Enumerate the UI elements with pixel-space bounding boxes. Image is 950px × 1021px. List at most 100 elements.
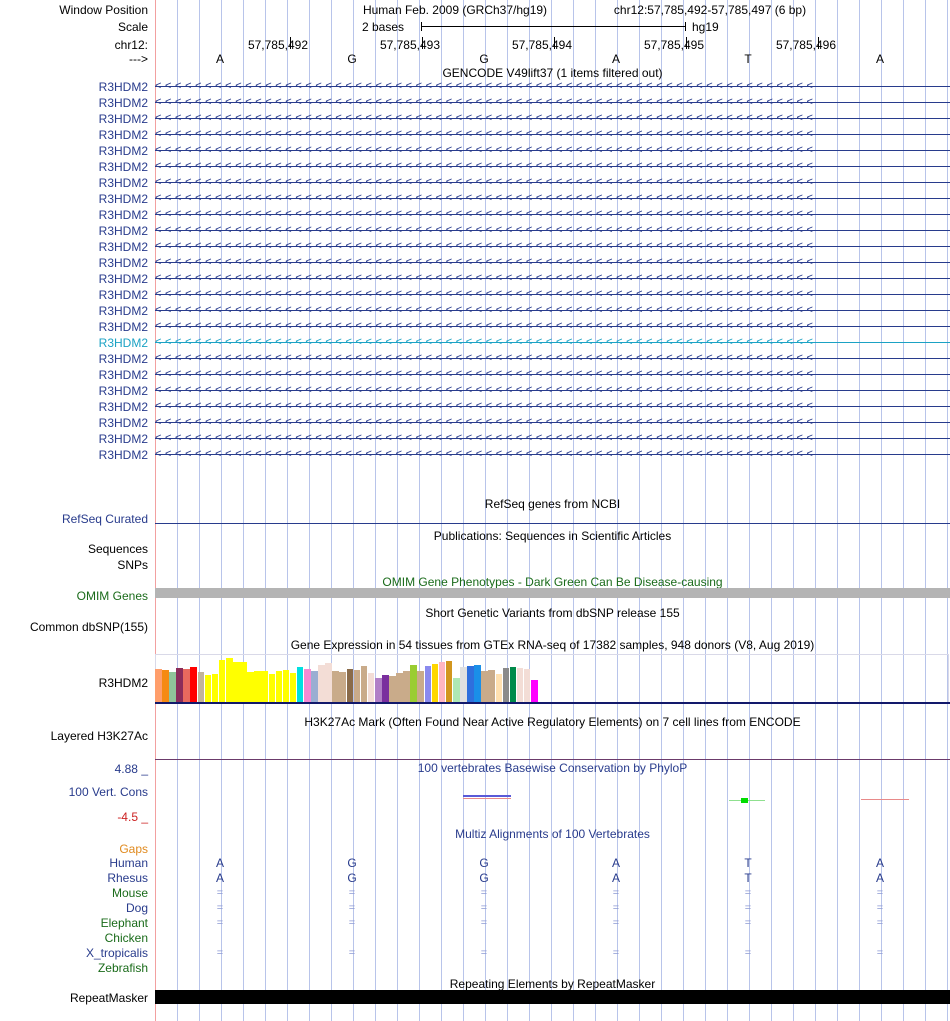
multiz-species-label[interactable]: Zebrafish — [97, 961, 148, 975]
gencode-transcript-row[interactable]: R3HDM2 <<<<<<<<<<<<<<<<<<<<<<<<<<<<<<<<<<… — [99, 240, 950, 253]
gencode-transcript-row[interactable]: R3HDM2 <<<<<<<<<<<<<<<<<<<<<<<<<<<<<<<<<<… — [99, 112, 950, 125]
gtex-tissue-bar[interactable] — [460, 667, 467, 703]
gencode-gene-label[interactable]: R3HDM2 — [98, 336, 148, 350]
gencode-gene-label[interactable]: R3HDM2 — [98, 320, 148, 334]
gencode-transcript-row[interactable]: R3HDM2 <<<<<<<<<<<<<<<<<<<<<<<<<<<<<<<<<<… — [99, 352, 950, 365]
publications-sequences-label[interactable]: Sequences — [87, 542, 148, 556]
gencode-transcript-row[interactable]: R3HDM2 <<<<<<<<<<<<<<<<<<<<<<<<<<<<<<<<<<… — [99, 176, 950, 189]
gtex-tissue-bar[interactable] — [254, 671, 261, 703]
gtex-tissue-bar[interactable] — [155, 669, 162, 703]
gtex-tissue-bar[interactable] — [303, 669, 311, 703]
omim-track-label[interactable]: OMIM Genes — [76, 589, 148, 603]
gtex-tissue-bar[interactable] — [431, 664, 439, 703]
gtex-tissue-bar[interactable] — [225, 658, 233, 703]
gtex-tissue-bar[interactable] — [261, 671, 268, 703]
gencode-transcript-row[interactable]: R3HDM2 <<<<<<<<<<<<<<<<<<<<<<<<<<<<<<<<<<… — [99, 448, 950, 461]
gencode-transcript-row[interactable]: R3HDM2 <<<<<<<<<<<<<<<<<<<<<<<<<<<<<<<<<<… — [99, 336, 950, 349]
gencode-transcript-row[interactable]: R3HDM2 <<<<<<<<<<<<<<<<<<<<<<<<<<<<<<<<<<… — [99, 208, 950, 221]
gtex-tissue-bar[interactable] — [530, 680, 538, 703]
gtex-tissue-bar[interactable] — [275, 671, 283, 703]
gencode-gene-label[interactable]: R3HDM2 — [98, 240, 148, 254]
gtex-tissue-bar[interactable] — [367, 673, 375, 703]
gencode-gene-label[interactable]: R3HDM2 — [98, 192, 148, 206]
gencode-gene-label[interactable]: R3HDM2 — [98, 256, 148, 270]
gencode-transcript-row[interactable]: R3HDM2 <<<<<<<<<<<<<<<<<<<<<<<<<<<<<<<<<<… — [99, 432, 950, 445]
gencode-gene-label[interactable]: R3HDM2 — [98, 144, 148, 158]
repeatmasker-track-label[interactable]: RepeatMasker — [69, 991, 148, 1005]
gtex-tissue-bar[interactable] — [190, 667, 198, 703]
gtex-tissue-bar[interactable] — [211, 674, 219, 703]
multiz-species-label[interactable]: Mouse — [111, 886, 148, 900]
gencode-transcript-row[interactable]: R3HDM2 <<<<<<<<<<<<<<<<<<<<<<<<<<<<<<<<<<… — [99, 224, 950, 237]
multiz-gaps-label[interactable]: Gaps — [119, 842, 148, 856]
gtex-tissue-bar[interactable] — [396, 673, 403, 703]
gencode-gene-label[interactable]: R3HDM2 — [98, 288, 148, 302]
gtex-tissue-bar[interactable] — [162, 670, 169, 703]
conservation-mark-negative-2[interactable] — [861, 799, 909, 800]
gtex-tissue-bar[interactable] — [282, 670, 290, 703]
gencode-gene-label[interactable]: R3HDM2 — [98, 400, 148, 414]
gencode-transcript-row[interactable]: R3HDM2 <<<<<<<<<<<<<<<<<<<<<<<<<<<<<<<<<<… — [99, 400, 950, 413]
gtex-tissue-bar[interactable] — [516, 668, 524, 703]
gencode-gene-label[interactable]: R3HDM2 — [98, 160, 148, 174]
multiz-species-label[interactable]: Dog — [125, 901, 148, 915]
conservation-track-label[interactable]: 100 Vert. Cons — [68, 785, 148, 799]
gencode-gene-label[interactable]: R3HDM2 — [98, 416, 148, 430]
gencode-gene-label[interactable]: R3HDM2 — [98, 384, 148, 398]
multiz-species-label[interactable]: X_tropicalis — [85, 946, 148, 960]
h3k27ac-track-label[interactable]: Layered H3K27Ac — [50, 729, 148, 743]
gencode-gene-label[interactable]: R3HDM2 — [98, 112, 148, 126]
gencode-transcript-row[interactable]: R3HDM2 <<<<<<<<<<<<<<<<<<<<<<<<<<<<<<<<<<… — [99, 80, 950, 93]
gtex-tissue-bar[interactable] — [502, 668, 510, 703]
gtex-tissue-bar[interactable] — [374, 678, 382, 703]
gtex-tissue-bar[interactable] — [346, 669, 354, 703]
gtex-tissue-bar[interactable] — [169, 672, 176, 703]
gtex-tissue-bar[interactable] — [240, 662, 247, 703]
gtex-tissue-bar[interactable] — [318, 665, 325, 703]
gtex-tissue-bar[interactable] — [353, 670, 361, 703]
gencode-gene-label[interactable]: R3HDM2 — [98, 352, 148, 366]
gtex-tissue-bar[interactable] — [360, 666, 368, 703]
publications-snps-label[interactable]: SNPs — [117, 558, 148, 572]
gtex-tissue-bar[interactable] — [417, 671, 425, 703]
gencode-gene-label[interactable]: R3HDM2 — [98, 304, 148, 318]
gtex-tissue-bar[interactable] — [311, 671, 318, 703]
gencode-gene-label[interactable]: R3HDM2 — [98, 432, 148, 446]
refseq-track-label[interactable]: RefSeq Curated — [0, 513, 148, 525]
conservation-mark-positive-2[interactable] — [741, 798, 748, 803]
gtex-tissue-bar[interactable] — [289, 673, 297, 703]
gencode-gene-label[interactable]: R3HDM2 — [98, 176, 148, 190]
omim-feature-bar[interactable] — [155, 588, 950, 598]
gencode-gene-label[interactable]: R3HDM2 — [98, 80, 148, 94]
gtex-track-label[interactable]: R3HDM2 — [98, 676, 148, 690]
gencode-transcript-row[interactable]: R3HDM2 <<<<<<<<<<<<<<<<<<<<<<<<<<<<<<<<<<… — [99, 384, 950, 397]
gtex-tissue-bar[interactable] — [481, 671, 488, 703]
gencode-gene-label[interactable]: R3HDM2 — [98, 128, 148, 142]
gtex-tissue-bar[interactable] — [247, 672, 254, 703]
gencode-gene-label[interactable]: R3HDM2 — [98, 96, 148, 110]
gencode-transcript-row[interactable]: R3HDM2 <<<<<<<<<<<<<<<<<<<<<<<<<<<<<<<<<<… — [99, 256, 950, 269]
gencode-transcript-row[interactable]: R3HDM2 <<<<<<<<<<<<<<<<<<<<<<<<<<<<<<<<<<… — [99, 368, 950, 381]
repeatmasker-feature-bar[interactable] — [155, 990, 950, 1004]
gencode-transcript-row[interactable]: R3HDM2 <<<<<<<<<<<<<<<<<<<<<<<<<<<<<<<<<<… — [99, 320, 950, 333]
multiz-species-label[interactable]: Human — [109, 856, 148, 870]
gencode-gene-label[interactable]: R3HDM2 — [98, 272, 148, 286]
gtex-tissue-bar[interactable] — [509, 667, 517, 703]
gtex-tissue-bar[interactable] — [488, 670, 495, 703]
gencode-transcript-row[interactable]: R3HDM2 <<<<<<<<<<<<<<<<<<<<<<<<<<<<<<<<<<… — [99, 416, 950, 429]
gencode-gene-label[interactable]: R3HDM2 — [98, 224, 148, 238]
gencode-transcript-row[interactable]: R3HDM2 <<<<<<<<<<<<<<<<<<<<<<<<<<<<<<<<<<… — [99, 160, 950, 173]
gtex-tissue-bar[interactable] — [424, 666, 432, 703]
gencode-gene-label[interactable]: R3HDM2 — [98, 208, 148, 222]
gencode-transcript-row[interactable]: R3HDM2 <<<<<<<<<<<<<<<<<<<<<<<<<<<<<<<<<<… — [99, 304, 950, 317]
gtex-tissue-bar[interactable] — [268, 674, 276, 703]
gtex-tissue-bar[interactable] — [382, 675, 389, 703]
multiz-species-label[interactable]: Chicken — [104, 931, 148, 945]
gencode-transcript-row[interactable]: R3HDM2 <<<<<<<<<<<<<<<<<<<<<<<<<<<<<<<<<<… — [99, 288, 950, 301]
gtex-tissue-bar[interactable] — [325, 663, 332, 703]
gtex-tissue-bar[interactable] — [183, 669, 190, 703]
gtex-tissue-bar[interactable] — [176, 668, 183, 703]
gtex-tissue-bar[interactable] — [445, 661, 453, 703]
gencode-gene-label[interactable]: R3HDM2 — [98, 368, 148, 382]
gtex-tissue-bar[interactable] — [467, 666, 474, 703]
